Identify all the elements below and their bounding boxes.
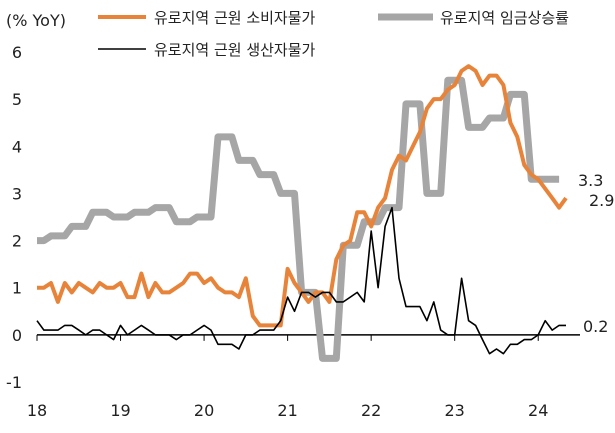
y-tick-label: 3 bbox=[12, 184, 22, 203]
x-tick-label: 24 bbox=[528, 401, 548, 420]
y-tick-label: -1 bbox=[6, 373, 22, 392]
y-tick-label: 6 bbox=[12, 43, 22, 62]
x-axis-tick-labels: 18 19 20 21 22 23 24 bbox=[27, 401, 549, 420]
end-label-wage-growth: 3.3 bbox=[578, 171, 603, 190]
y-tick-label: 5 bbox=[12, 90, 22, 109]
x-axis-tick-marks bbox=[36, 334, 539, 341]
end-labels: 2.93.3 0.2 bbox=[578, 171, 614, 336]
y-tick-label: 1 bbox=[12, 279, 22, 298]
core-ppi-line bbox=[36, 206, 566, 355]
legend-label: 유로지역 임금상승률 bbox=[440, 9, 569, 27]
end-label-core-cpi: 2.9 bbox=[589, 191, 614, 210]
legend-item-core-cpi: 유로지역 근원 소비자물가 bbox=[98, 9, 316, 27]
x-tick-label: 19 bbox=[110, 401, 130, 420]
x-tick-label: 23 bbox=[445, 401, 465, 420]
x-tick-label: 18 bbox=[27, 401, 47, 420]
y-axis-tick-labels: -1 0 1 2 3 4 5 6 bbox=[6, 43, 22, 392]
x-tick-label: 21 bbox=[277, 401, 297, 420]
wage-growth-line bbox=[37, 76, 560, 362]
y-tick-label: 0 bbox=[12, 326, 22, 345]
legend-label: 유로지역 근원 소비자물가 bbox=[154, 9, 316, 27]
x-tick-label: 22 bbox=[361, 401, 381, 420]
series-layer bbox=[36, 64, 568, 362]
unit-label: (% YoY) bbox=[6, 11, 66, 30]
y-tick-label: 4 bbox=[12, 137, 22, 156]
legend-item-core-ppi: 유로지역 근원 생산자물가 bbox=[98, 41, 316, 59]
legend-label: 유로지역 근원 생산자물가 bbox=[154, 41, 316, 59]
end-label-core-ppi: 0.2 bbox=[583, 317, 608, 336]
x-tick-label: 20 bbox=[194, 401, 214, 420]
y-tick-label: 2 bbox=[12, 232, 22, 251]
legend-item-wage-growth: 유로지역 임금상승률 bbox=[378, 9, 569, 27]
